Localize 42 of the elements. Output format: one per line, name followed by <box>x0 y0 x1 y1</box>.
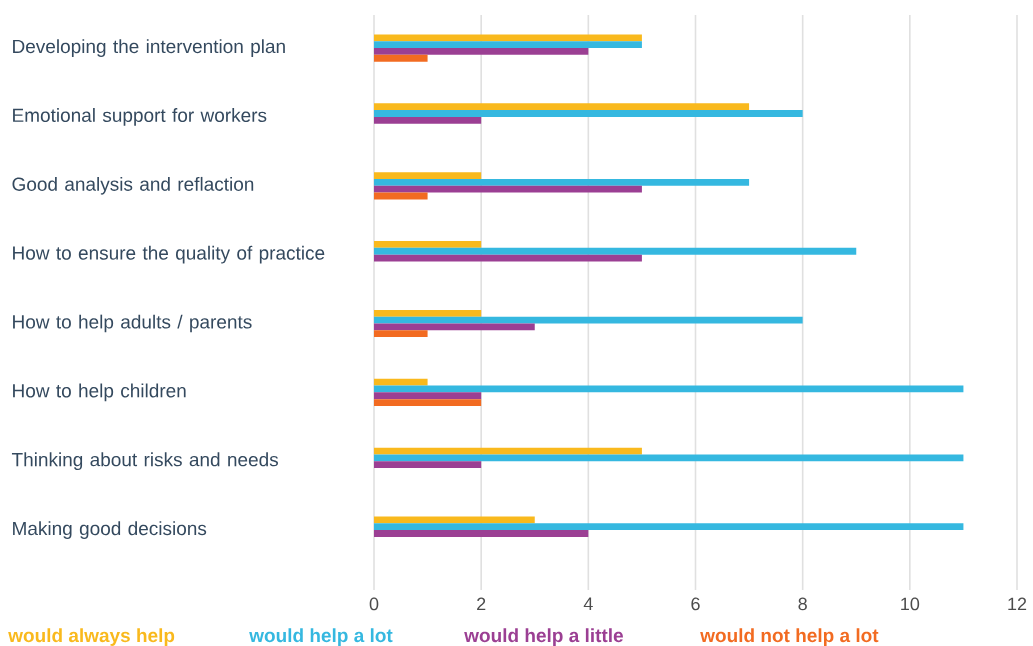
bar <box>374 178 750 186</box>
x-tick-label: 12 <box>1008 597 1027 611</box>
y-tick-label: How to help adults / parents <box>13 314 252 333</box>
bar <box>374 185 642 193</box>
bar <box>374 530 589 537</box>
y-tick-label: How to ensure the quality of practice <box>13 245 325 264</box>
x-tick-label: 8 <box>798 597 807 611</box>
bar <box>374 48 589 55</box>
text: would help a lot <box>249 628 393 646</box>
bar <box>374 41 642 49</box>
text: would help a little <box>464 628 623 646</box>
x-tick-label: 10 <box>901 597 920 611</box>
bar <box>374 247 857 255</box>
bar <box>374 516 535 524</box>
x-tick-label: 4 <box>583 597 593 610</box>
text: would always help <box>8 628 175 646</box>
bar <box>374 116 482 124</box>
y-tick-label: Thinking about risks and needs <box>11 452 278 471</box>
text: would not help a lot <box>700 628 879 646</box>
y-tick-label: Good analysis and reflaction <box>12 176 254 195</box>
bar <box>374 110 803 117</box>
x-tick-label: 0 <box>369 597 379 611</box>
bar <box>374 399 482 406</box>
bar <box>374 330 428 338</box>
y-tick-label: Emotional support for workers <box>13 108 267 126</box>
y-tick-label: Developing the intervention plan <box>13 39 285 57</box>
bar <box>374 392 482 400</box>
x-tick-label: 2 <box>477 597 486 611</box>
x-tick-label: 6 <box>691 597 700 611</box>
bar <box>374 103 750 111</box>
bar <box>374 241 482 248</box>
bar <box>374 378 428 386</box>
y-tick-label: Making good decisions <box>13 521 207 539</box>
y-tick-label: How to help children <box>13 383 186 402</box>
bar <box>374 316 803 324</box>
bar <box>374 54 428 62</box>
bar <box>374 34 642 42</box>
bar <box>374 454 964 462</box>
bar <box>374 461 482 469</box>
bar <box>374 309 482 317</box>
bar <box>374 523 964 531</box>
bar <box>374 172 482 179</box>
